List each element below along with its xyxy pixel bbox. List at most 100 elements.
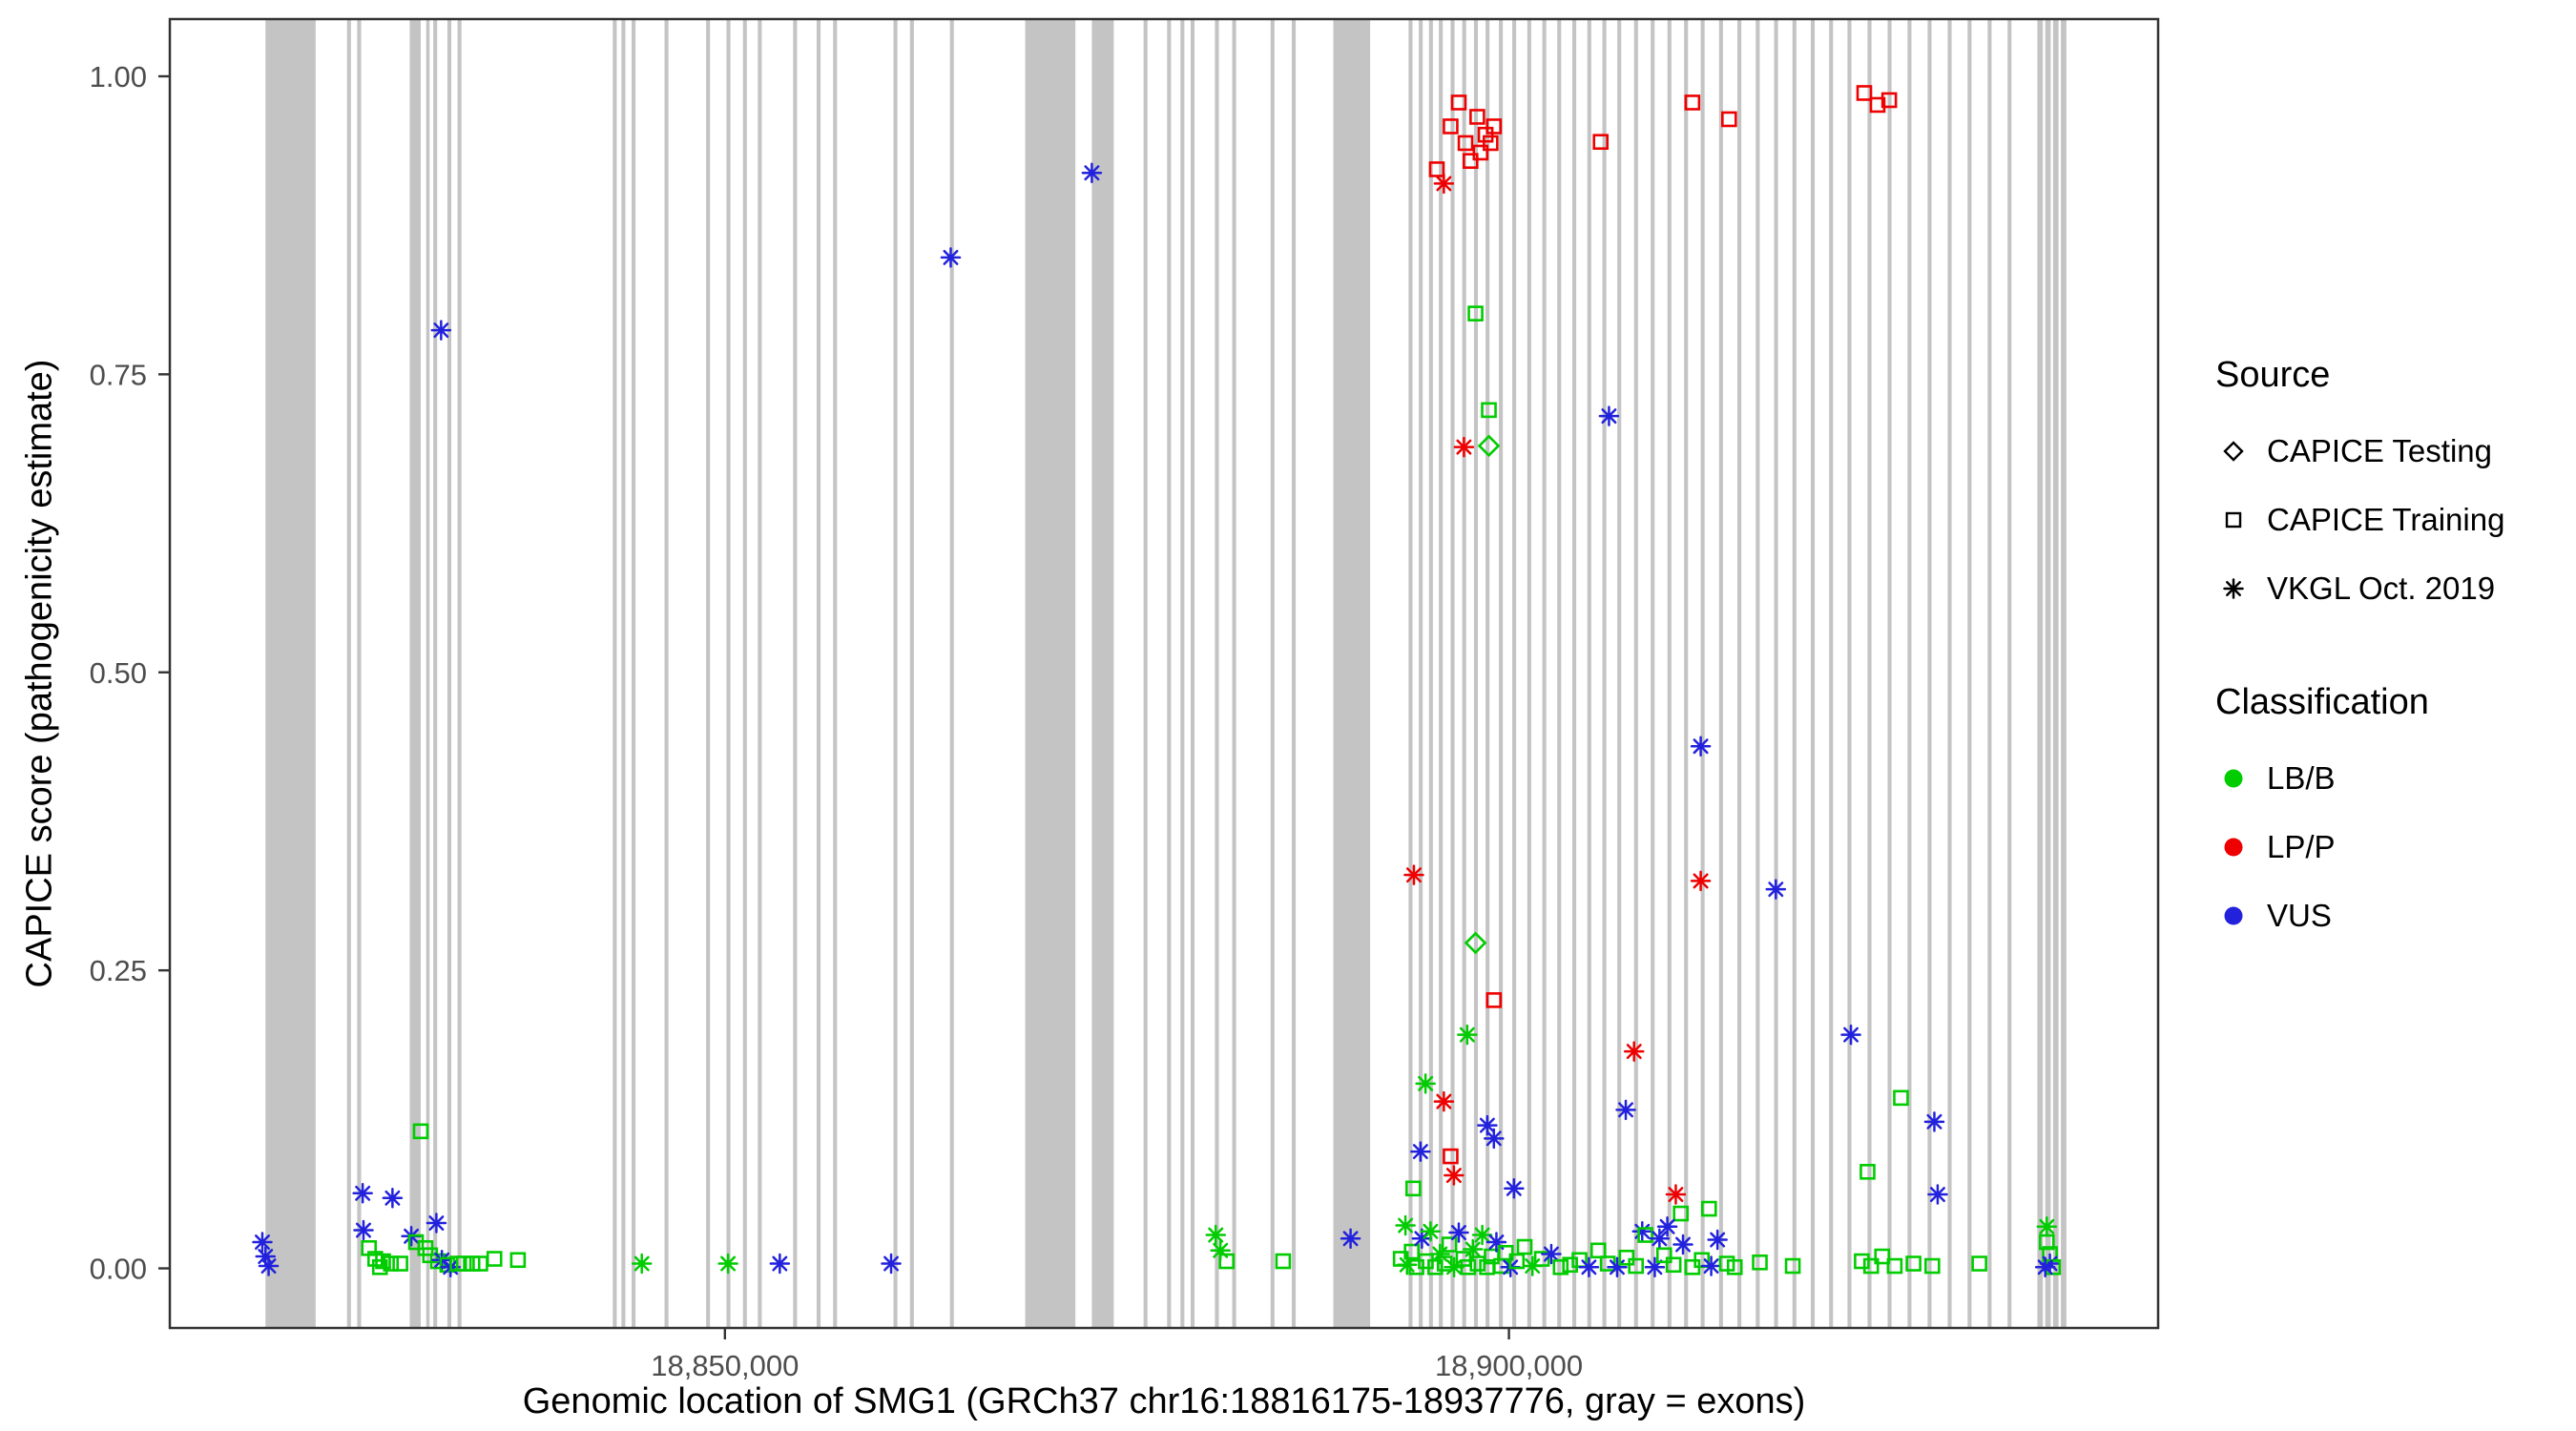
point-square	[2039, 1234, 2055, 1251]
exon-bar	[1232, 19, 1236, 1328]
exon-bar	[457, 19, 462, 1328]
point-square	[1874, 1248, 1891, 1265]
point-diamond	[1477, 434, 1501, 458]
exon-bar	[1755, 19, 1760, 1328]
legend-item-label: CAPICE Training	[2267, 502, 2505, 537]
exon-bar	[1091, 19, 1114, 1328]
exon-bar	[632, 19, 636, 1328]
point-square	[1275, 1253, 1292, 1270]
point-square	[1862, 1257, 1880, 1275]
exon-bar	[726, 19, 731, 1328]
legend-item-label: VKGL Oct. 2019	[2267, 570, 2496, 606]
exon-bar	[1967, 19, 1972, 1328]
legend-classification-title: Classification	[2215, 682, 2429, 722]
asterisk-stroke	[772, 1255, 788, 1272]
point-asterisk	[769, 1253, 791, 1275]
point-asterisk	[1840, 1024, 1861, 1046]
point-asterisk	[1707, 1229, 1728, 1251]
point-asterisk	[1690, 736, 1712, 757]
asterisk-stroke	[634, 1255, 650, 1272]
exon-bar	[2037, 19, 2044, 1328]
asterisk-stroke	[1436, 176, 1452, 192]
asterisk-stroke	[1445, 1168, 1462, 1184]
exon-bar	[909, 19, 914, 1328]
exon-bar	[1737, 19, 1742, 1328]
asterisk-stroke	[1474, 1227, 1490, 1243]
exon-bar	[1333, 19, 1371, 1328]
point-square	[392, 1255, 408, 1272]
exon-bar	[1462, 19, 1466, 1328]
exon-bar	[621, 19, 626, 1328]
circle-glyph	[2224, 838, 2243, 857]
exon-bar	[706, 19, 711, 1328]
exon-bar	[833, 19, 838, 1328]
legend: Source CAPICE Testing CAPICE Training VKGL…	[2215, 355, 2568, 950]
asterisk-stroke	[1768, 881, 1784, 898]
legend-item-label: LB/B	[2267, 760, 2336, 796]
asterisk-stroke	[1506, 1180, 1522, 1196]
point-asterisk	[252, 1232, 273, 1253]
point-asterisk	[1448, 1222, 1469, 1243]
exon-bar	[1512, 19, 1517, 1328]
legend-source-title: Source	[2215, 355, 2331, 395]
asterisk-stroke	[1423, 1223, 1439, 1239]
point-square	[1886, 1257, 1903, 1275]
point-asterisk	[1444, 1256, 1465, 1278]
legend-item-vkgl-oct-2019: VKGL Oct. 2019	[2215, 554, 2568, 623]
point-square	[1460, 1258, 1477, 1275]
exon-bar	[1527, 19, 1531, 1328]
exon-bar	[1602, 19, 1607, 1328]
asterisk-stroke	[433, 322, 449, 339]
point-square	[1905, 1255, 1922, 1272]
asterisk-stroke	[1451, 1225, 1466, 1241]
point-square	[1485, 118, 1503, 135]
legend-item-label: CAPICE Testing	[2267, 433, 2492, 468]
y-tick-label: 1.00	[90, 60, 147, 93]
exon-bar	[1651, 19, 1655, 1328]
y-axis-title: CAPICE score (pathogenicity estimate)	[19, 359, 60, 988]
asterisk-stroke	[1456, 439, 1472, 455]
point-square	[1516, 1238, 1533, 1255]
legend-item-capice-testing: CAPICE Testing	[2215, 417, 2568, 486]
point-square	[1856, 85, 1873, 101]
exon-bar	[1927, 19, 1932, 1328]
point-asterisk	[1690, 870, 1712, 892]
asterisk-stroke	[1208, 1227, 1224, 1243]
y-tick-label: 0.00	[90, 1253, 147, 1286]
point-square	[1589, 1242, 1607, 1259]
legend-item-label: VUS	[2267, 898, 2332, 933]
point-asterisk	[258, 1255, 280, 1276]
point-square	[1854, 1253, 1870, 1270]
asterisk-stroke	[943, 249, 959, 265]
point-asterisk	[1672, 1234, 1693, 1255]
legend-item-capice-training: CAPICE Training	[2215, 486, 2568, 554]
asterisk-stroke	[1459, 1027, 1475, 1043]
point-square	[1721, 111, 1737, 128]
exon-bar	[1774, 19, 1778, 1328]
exon-bar	[1419, 19, 1423, 1328]
exon-bar	[346, 19, 351, 1328]
exon-bar	[1907, 19, 1912, 1328]
exon-bar	[1167, 19, 1172, 1328]
point-asterisk	[1463, 1238, 1484, 1260]
point-asterisk	[1415, 1073, 1436, 1094]
point-square	[1477, 126, 1494, 143]
asterisk-stroke	[1406, 867, 1422, 883]
exon-bar	[1473, 19, 1479, 1328]
exon-bar	[1485, 19, 1490, 1328]
point-asterisk	[1656, 1216, 1678, 1237]
point-square	[1726, 1258, 1743, 1275]
point-asterisk	[1395, 1214, 1416, 1236]
point-asterisk	[1433, 173, 1455, 195]
exon-bar	[1215, 19, 1219, 1328]
exon-bar	[1633, 19, 1638, 1328]
point-square	[1859, 1164, 1876, 1180]
x-tick-label: 18,850,000	[651, 1349, 799, 1382]
point-square	[1533, 1251, 1550, 1267]
asterisk-stroke	[1581, 1259, 1597, 1275]
asterisk-stroke	[1488, 1234, 1505, 1251]
point-square	[1880, 92, 1898, 109]
point-square	[1893, 1089, 1909, 1107]
asterisk-stroke	[1703, 1258, 1719, 1274]
point-square	[1924, 1257, 1941, 1275]
